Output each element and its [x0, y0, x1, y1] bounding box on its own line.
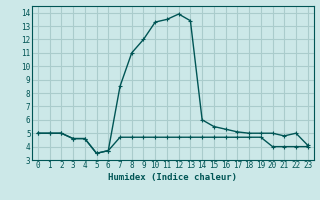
X-axis label: Humidex (Indice chaleur): Humidex (Indice chaleur)	[108, 173, 237, 182]
